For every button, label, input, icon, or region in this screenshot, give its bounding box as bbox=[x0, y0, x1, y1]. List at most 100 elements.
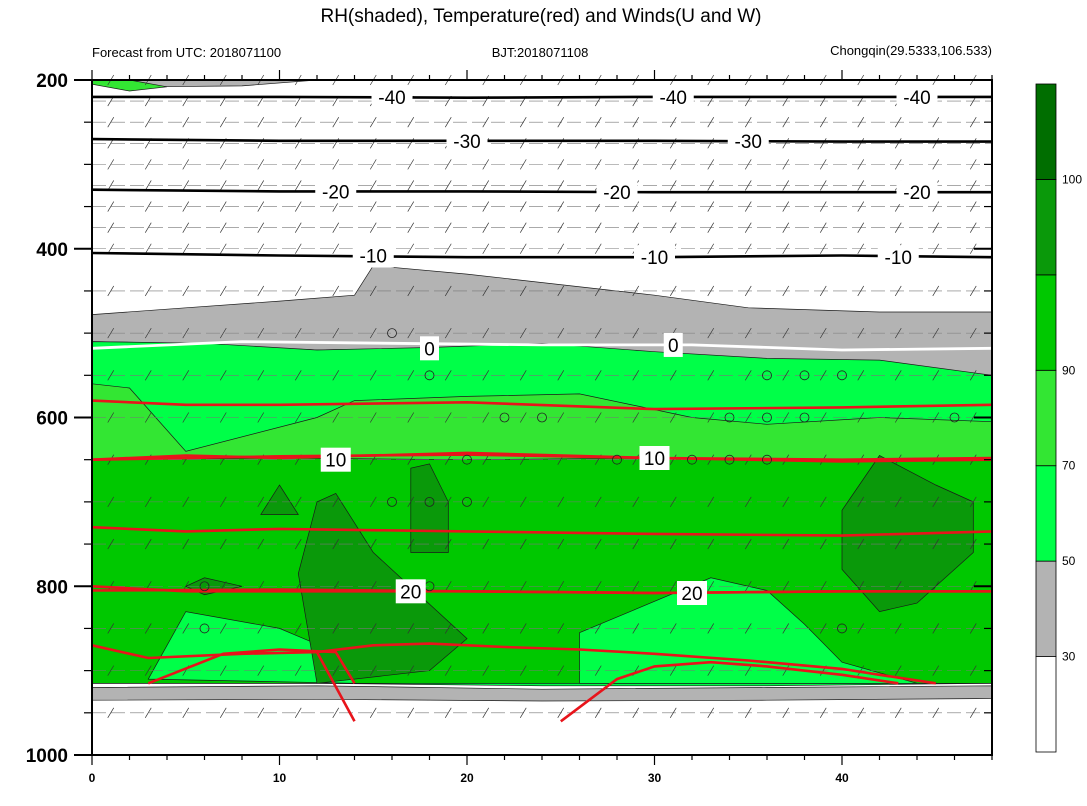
contour-label-bg bbox=[677, 581, 707, 605]
wind-barb bbox=[744, 707, 752, 718]
wind-barb bbox=[707, 538, 715, 550]
wind-barb bbox=[932, 327, 940, 339]
wind-barb bbox=[932, 201, 940, 212]
calm-wind-marker bbox=[612, 454, 622, 465]
wind-barb bbox=[707, 581, 715, 592]
wind-barb bbox=[669, 412, 677, 423]
wind-barb bbox=[519, 623, 527, 634]
contour-label: -10 bbox=[885, 248, 912, 269]
wind-barb bbox=[407, 623, 415, 634]
wind-barb bbox=[219, 180, 227, 191]
wind-barb bbox=[182, 243, 190, 254]
y-tick-label: 800 bbox=[36, 577, 68, 598]
wind-barb bbox=[557, 222, 565, 233]
calm-wind-marker bbox=[462, 454, 472, 465]
wind-barb bbox=[294, 327, 302, 339]
wind-barb bbox=[669, 222, 677, 233]
wind-barb bbox=[107, 665, 115, 676]
wind-barb bbox=[894, 117, 902, 128]
wind-barb bbox=[819, 222, 827, 233]
wind-barb bbox=[407, 370, 415, 381]
wind-barb bbox=[557, 665, 565, 676]
wind-barb bbox=[557, 285, 565, 297]
wind-barb bbox=[969, 327, 977, 339]
y-tick-label: 200 bbox=[36, 71, 68, 92]
wind-barb bbox=[782, 707, 790, 718]
wind-barb bbox=[819, 159, 827, 170]
wind-barb bbox=[407, 496, 415, 508]
wind-barb bbox=[744, 117, 752, 128]
calm-wind-marker bbox=[424, 496, 435, 507]
wind-barb bbox=[257, 327, 265, 339]
wind-barb bbox=[932, 707, 940, 718]
wind-barb bbox=[669, 117, 677, 128]
wind-barb bbox=[257, 243, 265, 254]
wind-barb bbox=[519, 496, 527, 508]
wind-barb bbox=[632, 623, 640, 634]
wind-barb bbox=[407, 412, 415, 423]
wind-barb bbox=[969, 243, 977, 254]
wind-barb bbox=[557, 117, 565, 128]
wind-barb bbox=[332, 243, 340, 254]
temperature-contour bbox=[91, 340, 993, 352]
wind-barbs-layer bbox=[92, 74, 992, 718]
wind-barb bbox=[257, 117, 265, 128]
x-tick-label: 0 bbox=[89, 771, 96, 785]
wind-barb bbox=[444, 412, 452, 423]
wind-barb bbox=[819, 285, 827, 297]
wind-barb bbox=[744, 623, 752, 634]
wind-barb bbox=[332, 623, 340, 634]
calm-wind-marker bbox=[199, 581, 210, 592]
wind-barb bbox=[932, 243, 940, 254]
wind-barb bbox=[744, 581, 752, 592]
wind-barb bbox=[969, 623, 977, 634]
bjt-time-label: BJT:2018071108 bbox=[492, 45, 589, 60]
wind-barb bbox=[707, 623, 715, 634]
wind-barb bbox=[707, 412, 715, 423]
wind-barb bbox=[219, 222, 227, 233]
wind-barb bbox=[407, 180, 415, 191]
wind-barb bbox=[107, 370, 115, 381]
contour-label: -20 bbox=[322, 182, 349, 203]
wind-barb bbox=[932, 581, 940, 592]
wind-barb bbox=[632, 370, 640, 381]
wind-barb bbox=[669, 665, 677, 676]
x-tick-label: 30 bbox=[648, 771, 662, 785]
wind-barb bbox=[557, 159, 565, 170]
contour-label-bg bbox=[877, 245, 919, 270]
wind-barb bbox=[669, 180, 677, 191]
wind-barb bbox=[182, 285, 190, 297]
wind-barb bbox=[782, 370, 790, 381]
plot-area: -40 -40 -40 -30 -30 -20 -20 -20 -10 -10 -10 0 0 10 10 2… bbox=[91, 74, 993, 756]
wind-barb bbox=[782, 412, 790, 423]
wind-barb bbox=[744, 201, 752, 212]
wind-barb bbox=[369, 327, 377, 339]
wind-barb bbox=[219, 370, 227, 381]
wind-barb bbox=[294, 496, 302, 508]
calm-wind-marker bbox=[424, 370, 435, 381]
wind-barb bbox=[969, 581, 977, 592]
wind-barb bbox=[894, 370, 902, 381]
wind-barb bbox=[782, 138, 790, 149]
calm-wind-marker bbox=[387, 328, 397, 339]
wind-barb bbox=[332, 707, 340, 718]
wind-barb bbox=[857, 180, 865, 191]
wind-barb bbox=[332, 665, 340, 676]
calm-wind-marker bbox=[762, 454, 772, 465]
wind-barb bbox=[632, 707, 640, 718]
wind-barb bbox=[257, 201, 265, 212]
wind-barb bbox=[182, 117, 190, 128]
wind-barb bbox=[857, 412, 865, 423]
wind-barb bbox=[257, 285, 265, 297]
wind-barb bbox=[182, 222, 190, 233]
wind-barb bbox=[632, 412, 640, 423]
wind-barb bbox=[107, 222, 115, 233]
rh-region-8 bbox=[579, 577, 918, 684]
contour-label-bg bbox=[420, 336, 439, 361]
wind-barb bbox=[632, 201, 640, 212]
wind-barb bbox=[894, 665, 902, 676]
wind-barb bbox=[369, 707, 377, 718]
wind-barb bbox=[782, 159, 790, 170]
circle-marker-layer bbox=[199, 328, 960, 634]
